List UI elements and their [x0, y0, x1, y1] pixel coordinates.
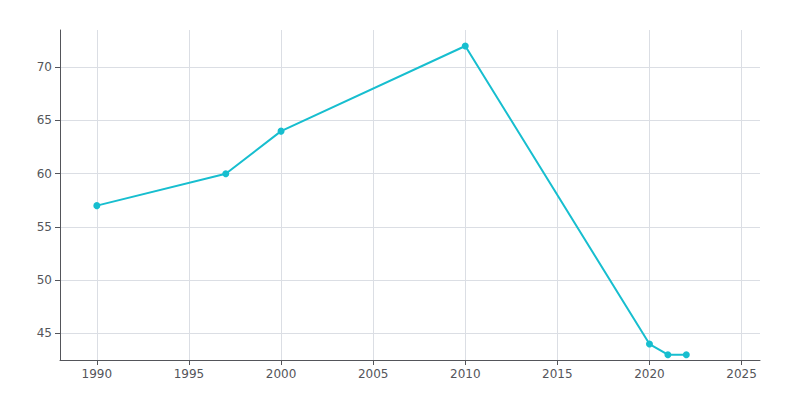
svg-text:50: 50: [37, 273, 52, 287]
svg-text:60: 60: [37, 167, 52, 181]
svg-text:55: 55: [37, 220, 52, 234]
svg-text:1990: 1990: [82, 367, 113, 381]
svg-text:2025: 2025: [726, 367, 757, 381]
svg-text:2005: 2005: [358, 367, 389, 381]
svg-text:2000: 2000: [266, 367, 297, 381]
svg-text:2010: 2010: [450, 367, 481, 381]
svg-text:1995: 1995: [174, 367, 205, 381]
svg-text:2020: 2020: [634, 367, 665, 381]
svg-text:70: 70: [37, 60, 52, 74]
svg-text:45: 45: [37, 326, 52, 340]
svg-text:65: 65: [37, 113, 52, 127]
svg-text:2015: 2015: [542, 367, 573, 381]
